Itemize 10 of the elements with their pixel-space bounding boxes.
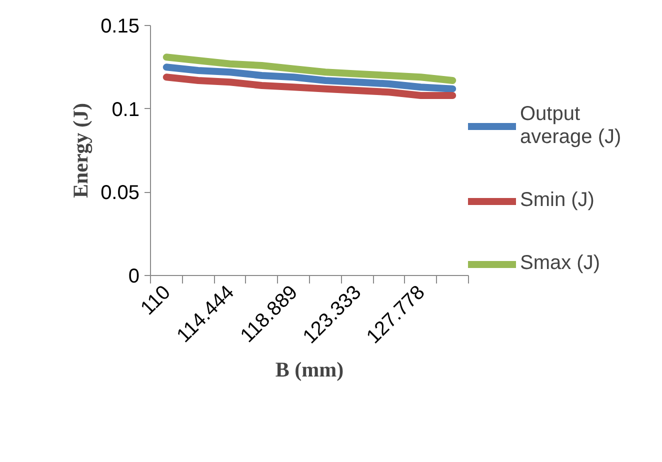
y-axis-title: Energy (J) xyxy=(68,102,93,198)
y-tick-label: 0.1 xyxy=(112,98,140,121)
legend-label: Smax (J) xyxy=(520,252,600,275)
y-tick-label: 0.15 xyxy=(100,16,140,38)
x-tick-label: 110 xyxy=(136,281,175,320)
legend-label: Output average (J) xyxy=(520,103,622,149)
y-tick-label: 0 xyxy=(128,266,140,288)
y-tick-label: 0.05 xyxy=(100,182,140,204)
x-axis-title: B (mm) xyxy=(275,358,344,382)
legend-label: Smin (J) xyxy=(520,189,594,212)
